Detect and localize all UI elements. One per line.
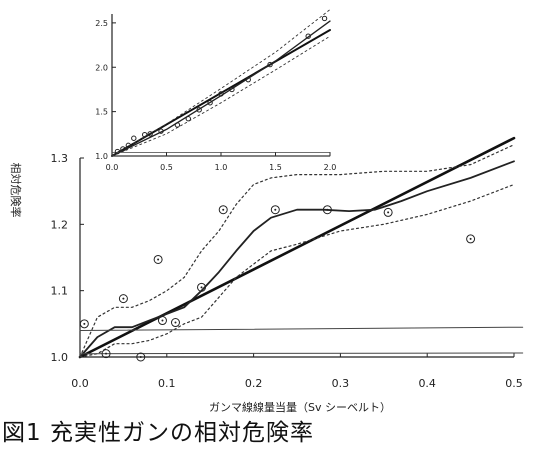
main-data-point-center (139, 356, 142, 358)
inset-data-point (114, 148, 121, 155)
inset-x-tick-label: 0.5 (160, 163, 173, 172)
main-data-point (218, 205, 228, 215)
main-x-tick-label: 0.1 (158, 377, 176, 390)
inset-data-point (267, 61, 273, 68)
inset-y-tick-label: 2.5 (95, 19, 108, 28)
main-series-group (78, 136, 524, 359)
main-x-tick-label: 0.3 (332, 377, 350, 390)
inset-chart: 0.0 0.5 1.0 1.5 2.0 1.0 1.5 2.0 2.5 (95, 9, 337, 173)
main-data-point-center (161, 319, 164, 322)
inset-y-tick-label: 2.0 (95, 63, 108, 72)
inset-data-point (174, 122, 181, 128)
inset-x-tick-label: 2.0 (324, 163, 337, 172)
inset-data-point (142, 132, 148, 138)
inset-data-point (131, 135, 137, 141)
main-data-point (153, 254, 163, 264)
inset-data-point (120, 146, 126, 152)
main-data-point-center (105, 352, 108, 355)
main-reference-line (79, 352, 524, 355)
inset-data-point (196, 107, 202, 113)
main-axes-frame (79, 158, 514, 358)
main-axis-ticks: 0.0 0.1 0.2 0.3 0.4 0.5 1.0 1.1 1.2 1.3 (51, 152, 523, 390)
inset-data-point (185, 116, 192, 122)
inset-data-point (305, 33, 311, 39)
main-y-tick-label: 1.3 (51, 152, 69, 165)
main-data-point-center (157, 258, 160, 261)
main-reference-line (79, 326, 524, 331)
main-y-tick-label: 1.0 (51, 351, 69, 364)
main-data-point-center (222, 208, 225, 211)
main-data-point (466, 234, 476, 244)
main-data-point (270, 205, 280, 215)
figure-caption: 図1 充実性ガンの相対危険率 (2, 420, 314, 446)
inset-y-tick-label: 1.5 (95, 108, 108, 117)
inset-y-tick-label: 1.0 (95, 152, 108, 161)
y-axis-title: 相対危険率 (9, 163, 23, 218)
main-x-tick-label: 0.5 (505, 377, 523, 390)
inset-x-tick-label: 1.0 (215, 163, 228, 172)
main-data-points (79, 205, 476, 362)
main-data-point-center (122, 297, 125, 300)
main-data-point (101, 349, 111, 359)
inset-data-point (147, 131, 153, 137)
main-y-tick-label: 1.2 (51, 218, 69, 231)
main-data-point (383, 207, 393, 217)
main-chart: 0.0 0.1 0.2 0.3 0.4 0.5 1.0 1.1 1.2 1.3 ガンマ線線量当量（… (9, 136, 524, 414)
inset-data-point (207, 100, 213, 106)
main-data-point (79, 319, 89, 329)
main-linear-fit-line (78, 136, 516, 359)
main-data-point-center (326, 208, 329, 211)
main-data-point-center (387, 211, 390, 214)
main-data-point-center (83, 322, 86, 325)
inset-data-point (218, 91, 224, 97)
main-data-point (136, 352, 146, 362)
main-data-point-center (274, 208, 277, 211)
main-x-tick-label: 0.2 (245, 377, 263, 390)
main-x-tick-label: 0.0 (71, 377, 89, 390)
inset-data-points (114, 15, 328, 155)
main-data-point (157, 316, 167, 326)
inset-data-point (321, 15, 328, 22)
inset-data-point (245, 76, 251, 83)
main-data-point (170, 318, 180, 328)
main-lower-bound-line (79, 183, 515, 358)
main-smoothed-line (79, 160, 515, 358)
inset-x-tick-label: 1.5 (269, 163, 282, 172)
inset-x-tick-label: 0.0 (106, 163, 119, 172)
inset-lower-bound-line (111, 35, 331, 157)
main-x-tick-label: 0.4 (418, 377, 436, 390)
main-data-point-center (174, 321, 177, 324)
main-upper-bound-line (79, 144, 515, 358)
inset-data-point (229, 86, 235, 93)
main-data-point-center (469, 237, 472, 240)
x-axis-title: ガンマ線線量当量（Sv シーベルト） (209, 400, 391, 414)
main-y-tick-label: 1.1 (51, 285, 69, 298)
main-data-point (118, 294, 128, 304)
inset-data-point (125, 142, 132, 149)
main-data-point (197, 282, 207, 292)
main-data-point-center (200, 286, 203, 289)
inset-data-point (158, 128, 164, 134)
main-data-point (322, 205, 332, 215)
